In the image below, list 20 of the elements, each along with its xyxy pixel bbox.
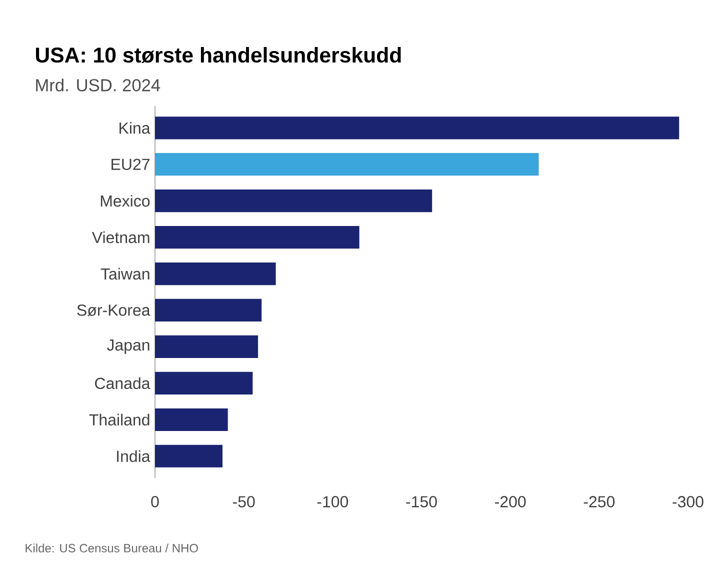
x-tick-label: 0 (151, 496, 159, 508)
chart-subtitle: Mrd. USD. 2024 (36, 78, 160, 92)
x-tick-label: -250 (584, 496, 615, 508)
x-tick-label: -150 (406, 496, 437, 508)
x-tick-label: -200 (495, 496, 526, 508)
y-tick-label: Vietnam (92, 231, 150, 244)
y-tick-label: Kina (120, 122, 150, 134)
chart-title: USA: 10 største handelsunderskudd (36, 46, 401, 64)
y-tick-label: Sør-Korea (77, 304, 150, 316)
x-tick-label: -100 (317, 496, 348, 508)
y-tick-label: EU27 (112, 158, 150, 170)
y-tick-label: Mexico (100, 194, 150, 207)
text: Kilde: US Census Bureau / NHO (26, 544, 198, 552)
y-tick-label: India (117, 450, 150, 462)
x-tick-label: -50 (232, 496, 255, 508)
y-tick-label: Thailand (89, 414, 150, 426)
y-tick-label: Taiwan (100, 268, 150, 280)
y-tick-label: Japan (106, 340, 150, 354)
x-tick-label: -300 (672, 496, 704, 508)
y-tick-label: Canada (95, 377, 150, 390)
